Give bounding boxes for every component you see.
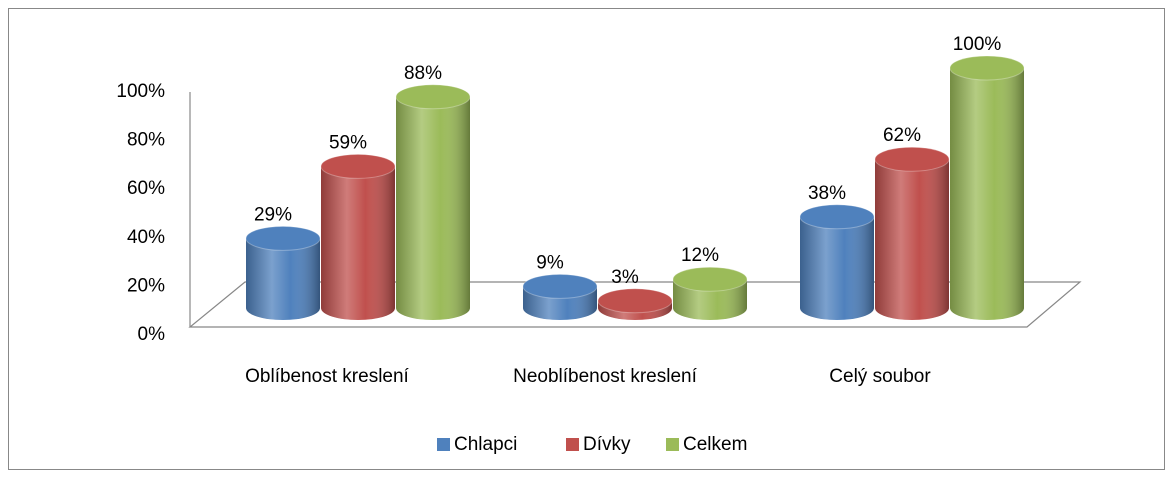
value-label: 59%: [329, 132, 367, 153]
legend-swatch: [566, 438, 579, 451]
x-tick-label: Oblíbenost kreslení: [245, 366, 409, 387]
cylinder-top: [672, 266, 748, 292]
cylinder-top: [799, 204, 875, 230]
floor: [188, 281, 1082, 328]
legend-label: Dívky: [583, 434, 631, 455]
cylinder-shade: [321, 166, 395, 320]
cylinder-shade: [950, 68, 1024, 320]
value-label: 88%: [404, 63, 442, 84]
cylinder-shade: [875, 159, 949, 320]
value-label: 9%: [536, 252, 564, 273]
value-label: 100%: [953, 34, 1002, 55]
cylinder-top: [597, 288, 673, 314]
y-tick-label: 20%: [127, 275, 165, 296]
value-label: 38%: [808, 183, 846, 204]
cylinder-top: [245, 225, 321, 251]
y-tick-label: 100%: [116, 81, 165, 102]
x-tick-label: Celý soubor: [829, 366, 931, 387]
legend-label: Chlapci: [454, 434, 517, 455]
cylinder-top: [320, 153, 396, 179]
value-label: 29%: [254, 204, 292, 225]
value-label: 62%: [883, 125, 921, 146]
cylinder-shade: [800, 216, 874, 320]
cylinder-top: [395, 84, 471, 110]
legend-label: Celkem: [683, 434, 747, 455]
cylinder-shade: [246, 238, 320, 320]
y-tick-label: 80%: [127, 130, 165, 151]
cylinder-top: [522, 273, 598, 299]
value-label: 12%: [681, 245, 719, 266]
cylinder-top: [874, 146, 950, 172]
legend-swatch: [666, 438, 679, 451]
y-tick-label: 40%: [127, 227, 165, 248]
legend-swatch: [437, 438, 450, 451]
x-tick-label: Neoblíbenost kreslení: [513, 366, 697, 387]
y-tick-label: 0%: [138, 324, 166, 345]
cylinder-top: [949, 55, 1025, 81]
y-tick-label: 60%: [127, 178, 165, 199]
value-label: 3%: [611, 267, 639, 288]
cylinder-shade: [396, 96, 470, 320]
